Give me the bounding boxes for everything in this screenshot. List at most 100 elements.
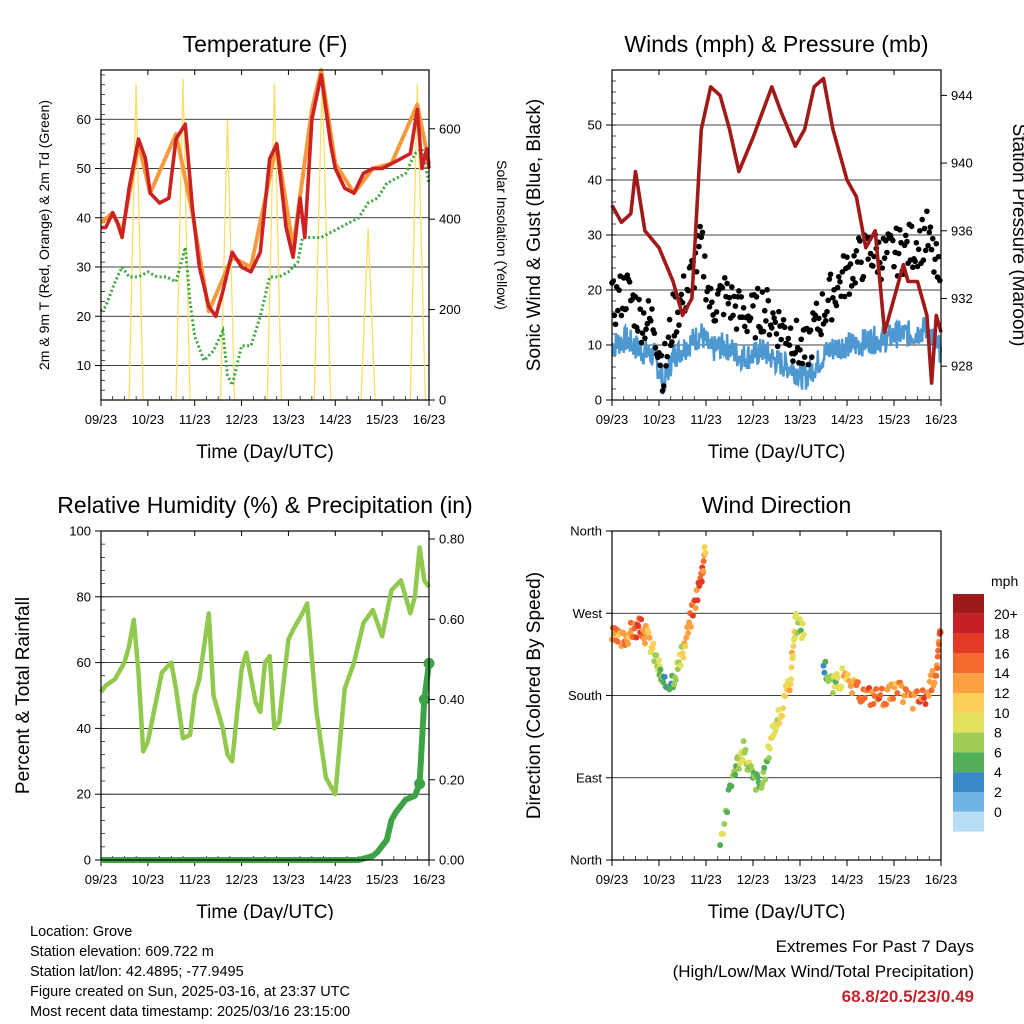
gust-dot [669,339,675,345]
colorbar-label: 20+ [994,606,1018,622]
gust-dot [922,247,929,254]
y2-axis-label: Solar Insolation (Yellow) [494,160,510,310]
gust-dot [747,315,754,321]
gust-dot [823,317,829,324]
gust-dot [904,238,910,245]
y-tick-label: West [573,606,603,621]
y-tick-label: North [570,524,602,539]
gust-dot [766,331,773,338]
y2-tick-label: 0.20 [439,772,464,787]
colorbar-label: 12 [994,685,1010,701]
chart-panel-3: Relative Humidity (%) & Precipitation (i… [13,492,473,920]
gust-dot [709,299,715,305]
y2-tick-label: 936 [951,223,973,238]
gust-dot [772,319,779,326]
gust-dot [657,362,663,369]
gust-dot [702,253,708,259]
direction-dot [721,821,728,828]
x-tick-label: 16/23 [413,412,446,427]
gust-dot [824,308,830,315]
direction-dot [779,713,786,720]
gust-dot [713,309,720,315]
gust-dot [649,306,655,312]
gust-dot [663,363,669,369]
direction-dot [692,605,699,612]
direction-dot [931,679,938,686]
x-tick-label: 14/23 [319,412,352,427]
direction-dot [829,690,836,697]
gust-dot [722,275,728,281]
direction-dot [928,687,935,694]
chart-title: Winds (mph) & Pressure (mb) [624,31,928,57]
gust-dot [895,250,902,257]
colorbar-label: 16 [994,645,1010,661]
y2-tick-label: 600 [439,121,461,136]
colorbar-swatch [953,811,984,832]
colorbar-label: 8 [994,725,1002,741]
x-tick-label: 12/23 [737,412,770,427]
y-axis-label: Percent & Total Rainfall [13,597,34,794]
gust-dot [740,304,747,311]
gust-dot [891,263,897,270]
y-tick-label: 10 [77,358,91,373]
direction-dot [909,705,916,712]
gust-dot [623,306,629,312]
gust-dot [927,224,934,230]
direction-dot [661,673,668,680]
direction-dot [646,634,653,641]
y-tick-label: South [568,688,602,703]
direction-dot [775,707,782,714]
direction-dot [656,657,662,664]
gust-dot [834,284,841,291]
gust-dot [819,291,826,297]
direction-dot [719,830,726,837]
gust-dot [781,324,788,331]
direction-dot [657,666,664,673]
series-pressure-line [610,76,943,385]
x-axis-label: Time (Day/UTC) [196,442,334,463]
direction-dot [849,690,856,697]
direction-dot [759,780,766,787]
x-tick-label: 12/23 [737,872,770,887]
y2-tick-label: 928 [951,359,973,374]
precip-dot [418,694,430,706]
direction-dot [742,746,749,753]
y-tick-label: 20 [77,787,91,802]
direction-dot [765,754,772,761]
direction-dot [790,643,797,650]
y-tick-label: 0 [84,853,91,868]
y-tick-label: 100 [69,524,91,539]
gust-dot [675,309,681,316]
direction-dot [700,558,707,565]
direction-dot [653,652,660,659]
extremes-title: Extremes For Past 7 Days [775,937,974,956]
gust-dot [837,279,843,285]
x-tick-label: 16/23 [925,872,958,887]
y-tick-label: 20 [77,309,91,324]
x-tick-label: 13/23 [784,872,817,887]
gust-dot [915,246,922,253]
gust-dot [638,339,645,346]
direction-dot [854,679,861,686]
gust-dot [835,273,842,280]
direction-dot [844,671,851,678]
direction-dot [861,695,868,702]
colorbar-label: 14 [994,665,1010,681]
gust-dot [750,303,756,309]
direction-dot [677,662,684,669]
gust-dot [830,294,836,301]
x-tick-label: 12/23 [225,872,258,887]
direction-dot [788,664,795,671]
gust-dot [730,312,736,319]
gust-dot [738,294,745,300]
gust-dot [765,297,772,304]
gust-dot [764,286,770,293]
direction-dot [922,700,929,707]
direction-dot [890,695,897,702]
direction-dot [679,649,686,656]
gust-dot [853,247,860,254]
direction-dot [651,658,658,665]
gust-dot [797,347,803,353]
gust-dot [696,243,702,250]
y-tick-label: 30 [588,228,602,243]
